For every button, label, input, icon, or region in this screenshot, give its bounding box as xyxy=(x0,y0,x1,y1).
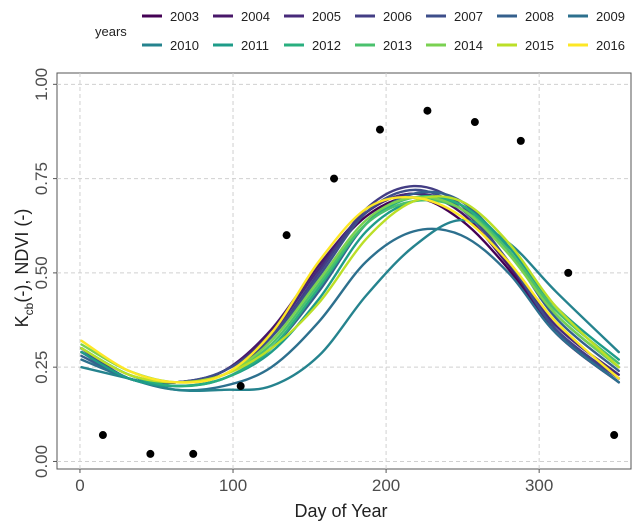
legend-label-2004: 2004 xyxy=(241,9,270,24)
scatter-point xyxy=(189,449,198,458)
y-tick-label: 1.00 xyxy=(32,68,51,101)
legend-label-2008: 2008 xyxy=(525,9,554,24)
legend: years 2003 2004 2005 2006 2007 2008 2009 2010 20… xyxy=(95,9,625,53)
series-line-2010 xyxy=(80,218,620,392)
scatter-point xyxy=(236,382,245,391)
grid xyxy=(57,73,631,469)
y-axis-label-sub: cb xyxy=(22,302,36,315)
series-lines xyxy=(80,184,620,392)
legend-label-2011: 2011 xyxy=(241,38,269,53)
x-axis-label: Day of Year xyxy=(294,501,387,521)
legend-label-2009: 2009 xyxy=(596,9,625,24)
series-line-2016 xyxy=(80,195,620,384)
scatter-point xyxy=(375,125,384,134)
scatter-point xyxy=(330,174,339,183)
legend-label-2013: 2013 xyxy=(383,38,412,53)
scatter-point xyxy=(98,431,107,440)
legend-label-2006: 2006 xyxy=(383,9,412,24)
legend-label-2016: 2016 xyxy=(596,38,625,53)
scatter-point xyxy=(146,449,155,458)
y-tick-label: 0.25 xyxy=(32,351,51,384)
y-axis: 0.00 0.25 0.50 0.75 1.00 xyxy=(32,68,57,478)
legend-label-2007: 2007 xyxy=(454,9,483,24)
legend-label-2003: 2003 xyxy=(170,9,199,24)
legend-label-2015: 2015 xyxy=(525,38,554,53)
legend-label-2012: 2012 xyxy=(312,38,341,53)
legend-label-2005: 2005 xyxy=(312,9,341,24)
x-tick-label: 100 xyxy=(219,476,247,495)
scatter-point xyxy=(564,268,573,277)
y-axis-label: Kcb(-), NDVI (-) xyxy=(12,209,36,328)
legend-title: years xyxy=(95,24,127,39)
y-axis-label-main: K xyxy=(12,315,32,327)
y-tick-label: 0.75 xyxy=(32,162,51,195)
plot-panel xyxy=(56,72,632,470)
scatter-points xyxy=(98,106,619,458)
y-axis-label-rest: (-), NDVI (-) xyxy=(12,209,32,303)
scatter-point xyxy=(470,118,479,127)
y-tick-label: 0.50 xyxy=(32,256,51,289)
y-tick-label: 0.00 xyxy=(32,445,51,478)
scatter-point xyxy=(610,431,619,440)
x-tick-label: 0 xyxy=(75,476,84,495)
x-tick-label: 300 xyxy=(525,476,553,495)
scatter-point xyxy=(516,136,525,145)
legend-label-2014: 2014 xyxy=(454,38,483,53)
x-axis: 0 100 200 300 xyxy=(75,469,553,495)
x-tick-label: 200 xyxy=(372,476,400,495)
scatter-point xyxy=(282,231,291,240)
legend-label-2010: 2010 xyxy=(170,38,199,53)
scatter-point xyxy=(423,106,432,115)
